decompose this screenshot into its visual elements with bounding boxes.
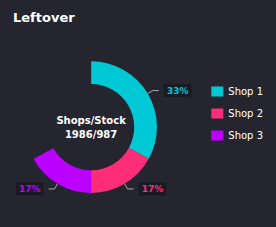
svg-text:17%: 17% — [142, 184, 164, 194]
svg-text:33%: 33% — [167, 86, 189, 96]
svg-text:17%: 17% — [19, 184, 41, 194]
svg-text:1986/987: 1986/987 — [65, 129, 117, 140]
svg-text:Leftover: Leftover — [13, 10, 75, 25]
svg-text:Shop 2: Shop 2 — [228, 108, 263, 119]
svg-text:Shop 3: Shop 3 — [228, 130, 263, 141]
svg-text:Shop 1: Shop 1 — [228, 86, 263, 97]
svg-text:Shops/Stock: Shops/Stock — [56, 115, 126, 126]
